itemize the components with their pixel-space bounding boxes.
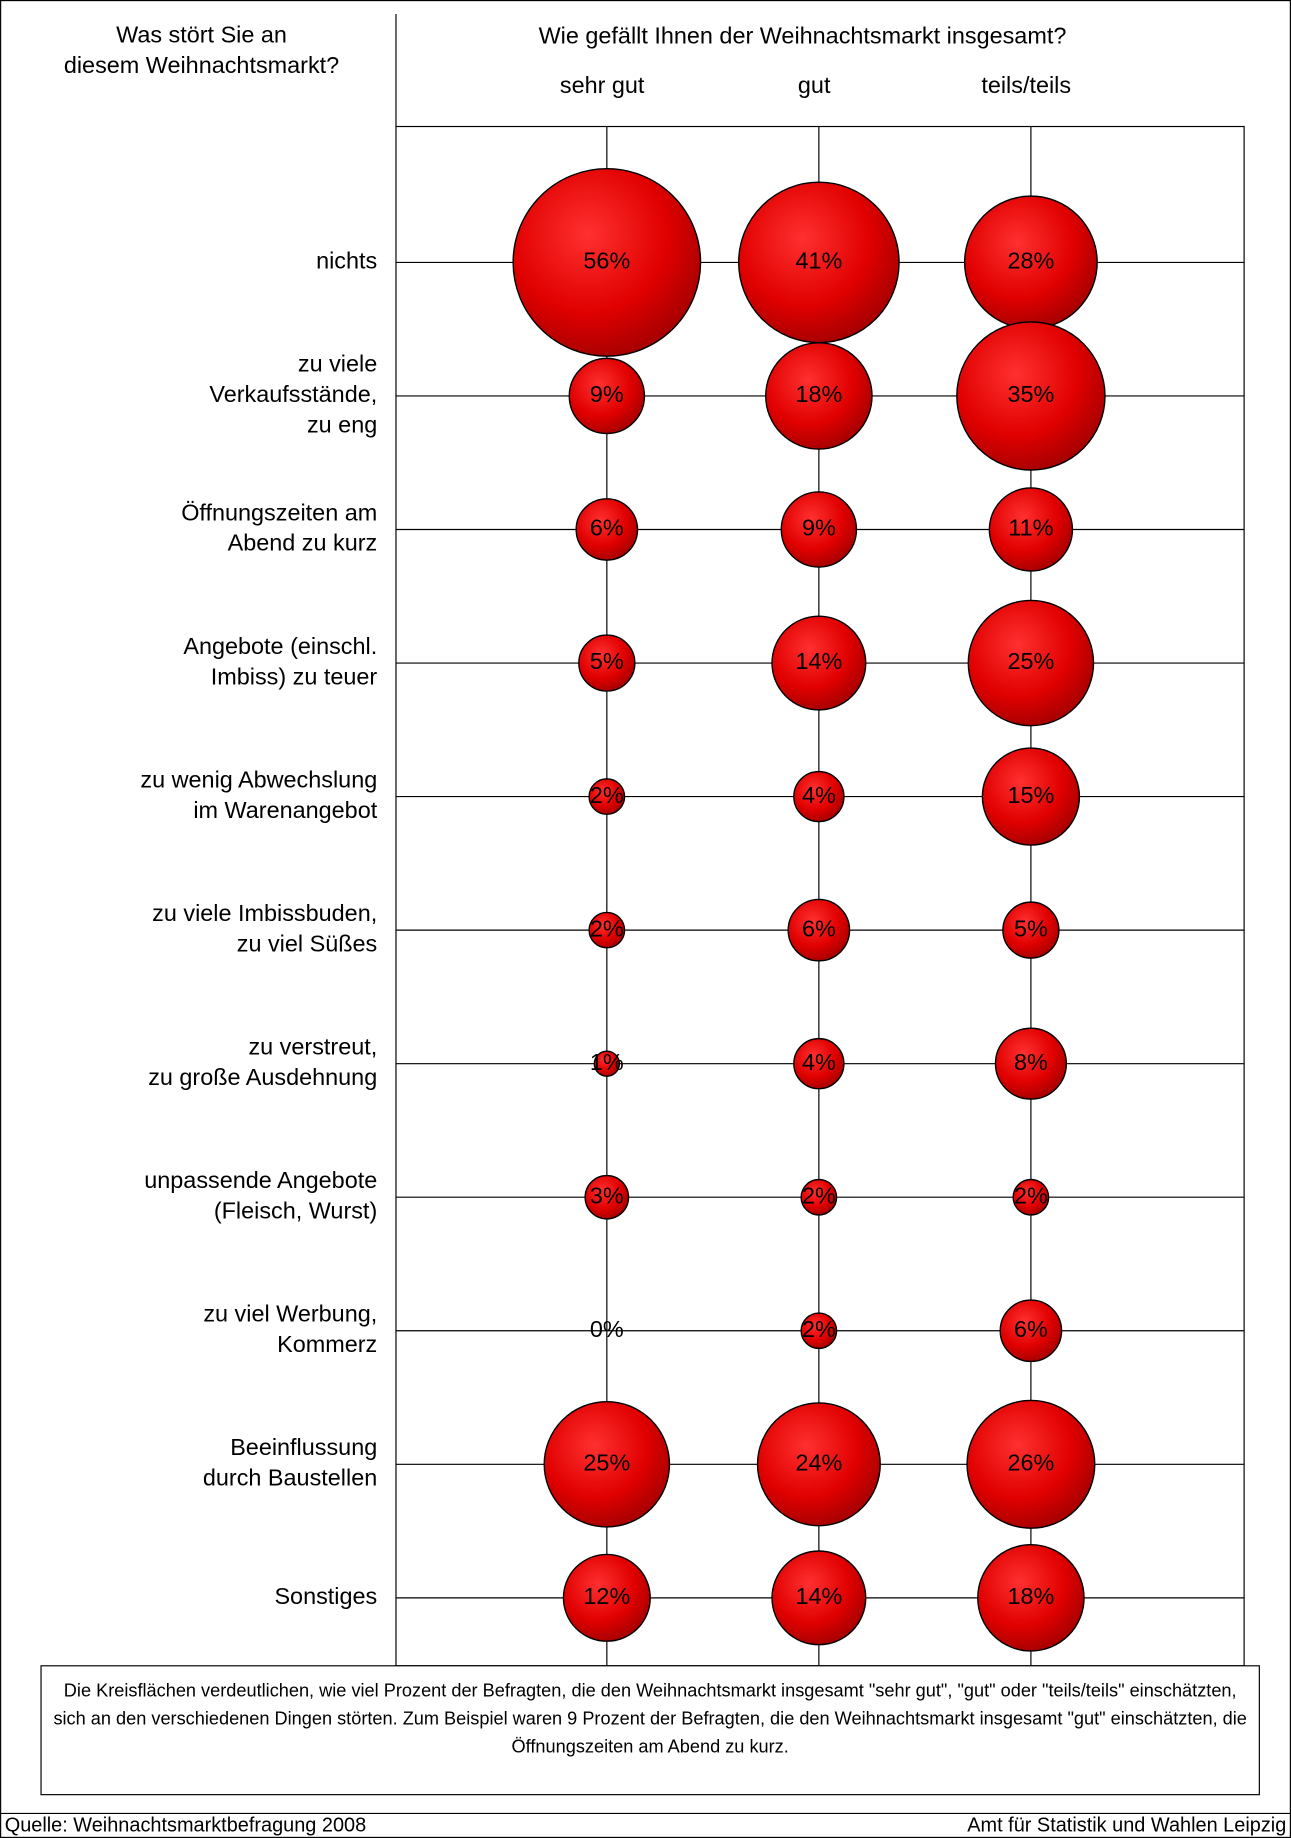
row-label: Beeinflussung durch Baustellen — [203, 1434, 377, 1490]
value-label: 5% — [1014, 915, 1048, 941]
value-label: 9% — [590, 381, 624, 407]
value-label: 25% — [1007, 648, 1054, 674]
row-label: zu verstreut, zu große Ausdehnung — [148, 1034, 377, 1090]
row-label: zu viele Imbissbuden, zu viel Süßes — [152, 900, 377, 956]
row-header: Was stört Sie an diesem Weihnachtsmarkt? — [64, 22, 339, 78]
bubble — [966, 1399, 1096, 1529]
row-label: zu wenig Abwechslung im Warenangebot — [140, 767, 377, 823]
value-label: 18% — [1007, 1583, 1054, 1609]
value-label: 3% — [590, 1182, 624, 1208]
value-label: 56% — [583, 248, 630, 274]
note: Die Kreisflächen verdeutlichen, wie viel… — [53, 1681, 1247, 1758]
value-label: 6% — [590, 515, 624, 541]
value-label: 18% — [795, 381, 842, 407]
bubble — [981, 747, 1081, 846]
bubble — [575, 498, 639, 561]
value-label: 6% — [802, 915, 836, 941]
value-label: 4% — [802, 1049, 836, 1075]
row-label: nichts — [316, 248, 377, 274]
plot: nichts zu viele Verkaufsstände, zu eng Öffnu… — [140, 72, 1245, 1666]
column-header: Wie gefällt Ihnen der Weihnachtsmarkt in… — [539, 23, 1067, 49]
bubble — [994, 1027, 1068, 1100]
value-label: 24% — [795, 1449, 842, 1475]
bubble — [787, 898, 851, 962]
row-label: Öffnungszeiten am Abend zu kurz — [181, 499, 377, 555]
value-label: 41% — [795, 248, 842, 274]
row-label: Angebote (einschl. Imbiss) zu teuer — [183, 633, 377, 689]
bubble — [756, 1402, 881, 1527]
bubble — [967, 599, 1095, 727]
column-label: sehr gut — [560, 72, 645, 98]
row-label: unpassende Angebote (Fleisch, Wurst) — [144, 1167, 377, 1223]
value-label: 2% — [802, 1316, 836, 1342]
bubble — [512, 167, 702, 357]
value-label: 25% — [583, 1449, 630, 1475]
bubble — [588, 778, 626, 815]
source: Quelle: Weihnachtsmarktbefragung 2008 — [5, 1815, 366, 1837]
bubble — [800, 1178, 838, 1216]
bubble — [593, 1050, 621, 1077]
value-label: 2% — [802, 1182, 836, 1208]
bubble — [793, 1037, 845, 1090]
value-label: 4% — [802, 782, 836, 808]
value-label: 14% — [795, 1583, 842, 1609]
value-label: 28% — [1007, 248, 1054, 274]
bubble — [588, 911, 626, 949]
row-label: zu viele Verkaufsstände, zu eng — [209, 351, 377, 438]
bubble — [999, 1299, 1063, 1363]
bubble — [977, 1544, 1085, 1652]
bubble — [800, 1312, 838, 1350]
value-label: 5% — [590, 648, 624, 674]
value-label: 11% — [1008, 515, 1053, 541]
bubble — [765, 342, 873, 450]
value-label: 6% — [1014, 1316, 1048, 1342]
bubble — [988, 487, 1074, 572]
value-label: 14% — [795, 648, 842, 674]
value-label: 12% — [583, 1583, 630, 1609]
publisher: Amt für Statistik und Wahlen Leipzig — [967, 1815, 1286, 1837]
bubble — [793, 770, 845, 823]
value-label: 35% — [1007, 381, 1054, 407]
bubble — [543, 1400, 671, 1528]
column-label: teils/teils — [981, 72, 1071, 98]
value-label: 8% — [1014, 1049, 1048, 1075]
value-label: 0% — [590, 1316, 624, 1342]
bubble — [956, 321, 1106, 471]
bubble — [771, 1550, 867, 1646]
value-label: 26% — [1007, 1449, 1054, 1475]
bubble — [1012, 1178, 1050, 1216]
bubble — [584, 1174, 630, 1220]
value-label: 2% — [590, 915, 624, 941]
value-label: 2% — [1014, 1182, 1048, 1208]
value-label: 1% — [590, 1049, 624, 1075]
value-label: 9% — [802, 515, 836, 541]
row-label: Sonstiges — [274, 1583, 377, 1609]
bubble — [562, 1553, 651, 1642]
bubble — [771, 615, 867, 711]
note-container: Die Kreisflächen verdeutlichen, wie viel… — [53, 1681, 1247, 1758]
bubble — [1002, 901, 1060, 959]
bubble — [578, 634, 636, 692]
value-label: 2% — [590, 782, 624, 808]
row-label: zu viel Werbung, Kommerz — [203, 1301, 377, 1357]
column-label: gut — [798, 72, 831, 98]
bubble — [568, 357, 646, 435]
value-label: 15% — [1007, 782, 1054, 808]
note-box — [40, 1665, 1260, 1796]
bubble — [780, 491, 858, 568]
